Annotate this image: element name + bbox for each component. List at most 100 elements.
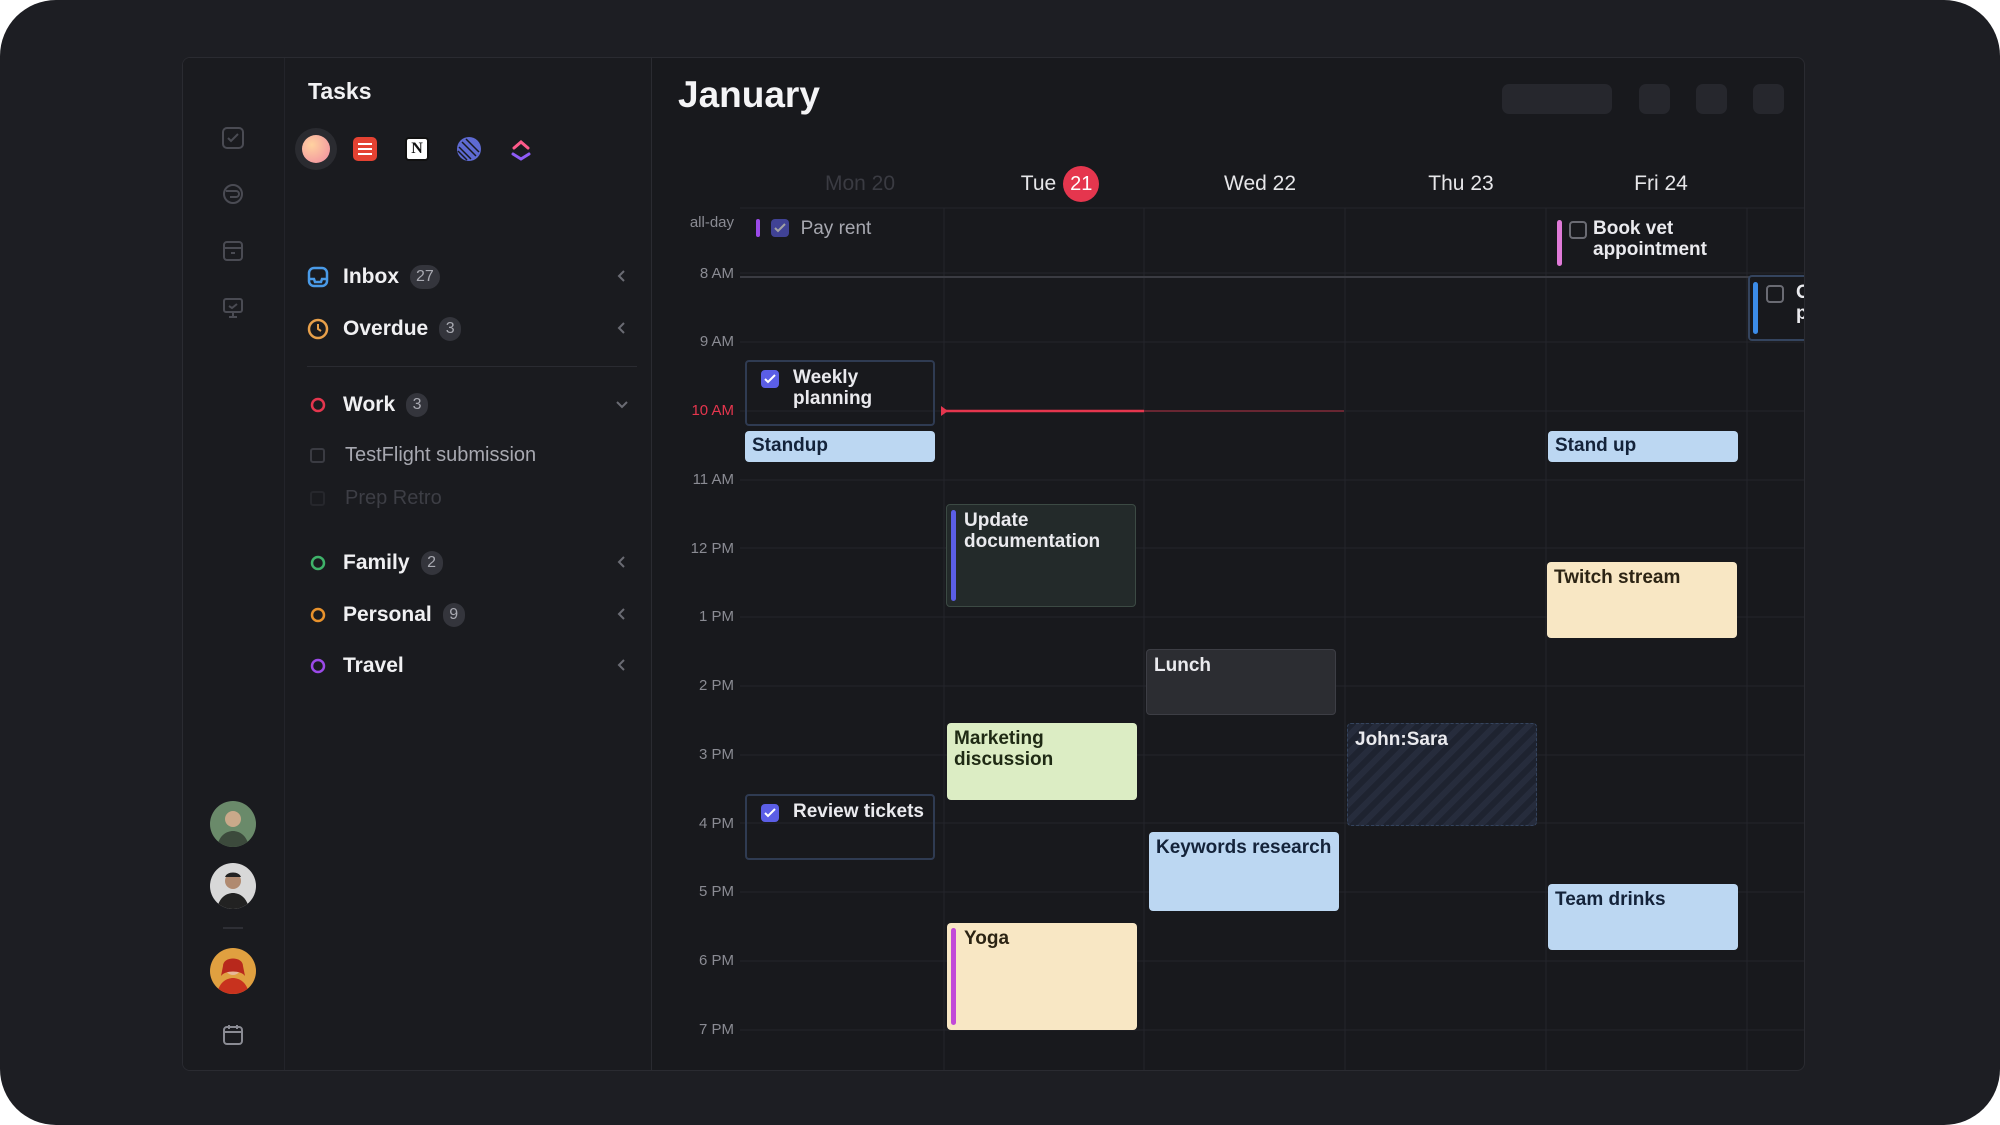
list-label: Overdue [343,317,429,340]
circle-icon [310,607,326,623]
event-twitch-stream[interactable]: Twitch stream [1547,562,1737,638]
hour-label: 12 PM [690,540,734,557]
event-title: Team drinks [1555,889,1666,910]
hour-label: 11 AM [692,471,734,488]
hour-label: 4 PM [698,815,734,832]
calendar-view: January Mon 20 Tue 21 Wed 22 Thu 23 Fri … [652,58,1804,1070]
event-title: Standup [752,435,828,456]
link-icon[interactable] [221,182,245,206]
day-header-mon[interactable]: Mon 20 [760,164,960,204]
event-title: Review tickets [793,801,924,822]
event-title: Update documentation [964,510,1101,552]
app-window: Tasks N Inbox 27 [182,57,1805,1071]
sidebar-divider [307,366,637,367]
list-overdue[interactable]: Overdue 3 [307,311,637,347]
event-color-bar [951,928,956,1025]
chevron-down-icon[interactable] [613,395,631,413]
avatar-user-2[interactable] [210,863,256,909]
hour-label: 1 PM [698,608,734,625]
task-checkbox-checked[interactable] [771,219,790,237]
list-label: Work [343,393,396,416]
chevron-left-icon[interactable] [613,656,631,674]
chevron-left-icon[interactable] [613,319,631,337]
task-checkbox-checked[interactable] [761,370,779,388]
event-keywords-research[interactable]: Keywords research [1149,832,1339,911]
event-color-bar [1557,220,1562,266]
task-checkbox-checked[interactable] [761,804,779,822]
event-review-tickets[interactable]: Review tickets [745,794,935,860]
todoist-icon[interactable] [347,131,383,167]
tasks-icon[interactable] [221,126,245,150]
presentation-icon[interactable] [221,296,245,320]
notion-icon[interactable]: N [399,131,435,167]
toolbar-button[interactable] [1753,84,1784,114]
day-label: Wed 22 [1224,172,1296,195]
list-family[interactable]: Family 2 [307,545,637,581]
event-marketing-discussion[interactable]: Marketing discussion [947,723,1137,800]
event-weekly-planning[interactable]: Weekly planning [745,360,935,426]
event-standup-mon[interactable]: Standup [745,431,935,462]
event-color-bar [951,510,956,601]
event-title: Twitch stream [1554,567,1681,588]
hour-label: 5 PM [698,883,734,900]
list-count-badge: 27 [410,265,440,289]
calendar-icon[interactable] [221,1023,245,1047]
archive-icon[interactable] [221,239,245,263]
task-checkbox[interactable] [310,490,325,506]
task-item[interactable]: TestFlight submission [307,439,637,471]
day-header-thu[interactable]: Thu 23 [1361,164,1561,204]
list-work[interactable]: Work 3 [307,387,637,423]
toolbar-button[interactable] [1696,84,1727,114]
hour-label: 2 PM [698,677,734,694]
avatar-current-user[interactable] [210,948,256,994]
hour-label: 8 AM [699,265,734,282]
event-title: Yoga [964,928,1010,949]
event-john-sara[interactable]: John:Sara [1347,723,1537,826]
event-update-documentation[interactable]: Update documentation [946,504,1136,607]
list-count-badge: 3 [439,317,462,341]
event-pay-rent[interactable]: Pay rent [752,214,942,248]
day-header-fri[interactable]: Fri 24 [1561,164,1761,204]
circle-icon [310,658,326,674]
day-label: Thu 23 [1428,172,1494,195]
event-book-vet[interactable]: Book vet appointment [1553,214,1753,270]
event-title: Marketing discussion [954,728,1054,770]
event-title: Book vet appointment [1593,218,1707,260]
day-header-wed[interactable]: Wed 22 [1160,164,1360,204]
task-checkbox[interactable] [310,447,325,463]
hour-label: 9 AM [699,333,734,350]
event-team-drinks[interactable]: Team drinks [1548,884,1738,950]
list-count-badge: 9 [442,603,465,627]
month-title: January [678,74,820,115]
event-onboarding-proposal[interactable]: Onboarding proposal [1748,275,1804,341]
event-color-bar [1753,282,1758,334]
list-personal[interactable]: Personal 9 [307,597,637,633]
avatar-source-icon[interactable] [295,128,337,170]
toolbar-button[interactable] [1502,84,1612,114]
list-inbox[interactable]: Inbox 27 [307,259,637,295]
linear-icon[interactable] [451,131,487,167]
list-travel[interactable]: Travel [307,648,637,684]
event-standup-fri[interactable]: Stand up [1548,431,1738,462]
event-yoga[interactable]: Yoga [947,923,1137,1030]
task-label: Prep Retro [345,486,442,509]
list-label: Family [343,551,410,574]
chevron-left-icon[interactable] [613,605,631,623]
chevron-left-icon[interactable] [613,267,631,285]
toolbar-button[interactable] [1639,84,1670,114]
avatar-user-1[interactable] [210,801,256,847]
inbox-icon [307,266,329,288]
task-item[interactable]: Prep Retro [307,482,637,514]
hour-label: 6 PM [698,952,734,969]
chevron-left-icon[interactable] [613,553,631,571]
clock-icon [307,318,329,340]
list-count-badge: 2 [420,551,443,575]
event-title: Onboarding proposal [1796,282,1804,324]
day-header-tue[interactable]: Tue 21 [960,164,1160,204]
task-checkbox[interactable] [1766,285,1784,303]
clickup-icon[interactable] [503,131,539,167]
app-rail [183,58,285,1070]
task-checkbox[interactable] [1569,221,1587,239]
event-lunch[interactable]: Lunch [1146,649,1336,715]
